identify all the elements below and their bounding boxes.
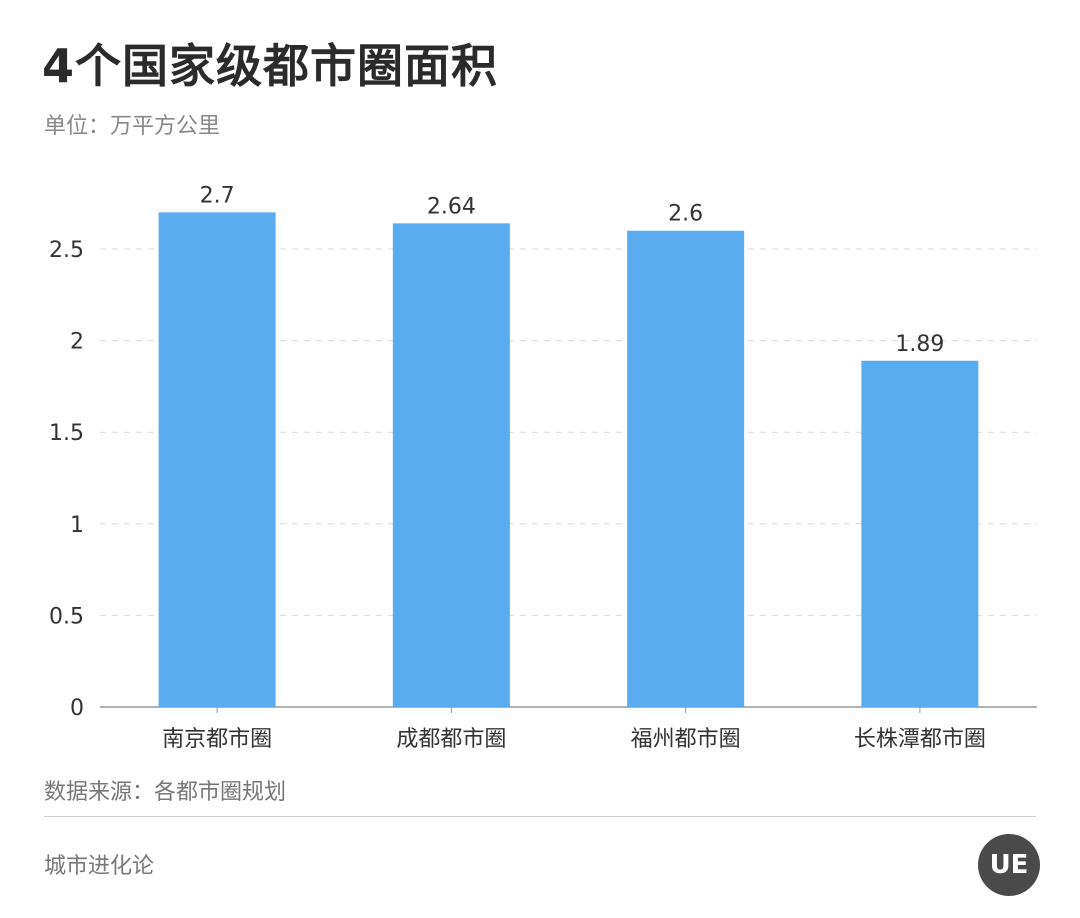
y-tick-label: 2.5 — [49, 238, 84, 263]
y-tick-label: 0.5 — [49, 604, 84, 629]
data-source: 数据来源：各都市圈规划 — [44, 780, 287, 805]
x-tick-label: 福州都市圈 — [631, 727, 741, 752]
chart-title: 4个国家级都市圈面积 — [42, 39, 499, 93]
bar — [392, 223, 510, 708]
y-tick-label: 1.5 — [49, 421, 84, 446]
bar — [158, 212, 276, 708]
y-tick-label: 2 — [70, 330, 84, 355]
unit-label: 单位：万平方公里 — [44, 114, 221, 139]
bar — [861, 360, 979, 707]
footer-divider — [44, 816, 1036, 817]
bar-value-label: 1.89 — [895, 332, 944, 357]
brand-name: 城市进化论 — [44, 854, 155, 879]
x-tick-label: 长株潭都市圈 — [854, 727, 986, 752]
x-tick-label: 成都都市圈 — [396, 727, 506, 752]
y-tick-label: 1 — [70, 513, 84, 538]
bar-value-label: 2.7 — [200, 183, 235, 208]
x-tick-label: 南京都市圈 — [162, 727, 272, 752]
bar-value-label: 2.64 — [427, 194, 476, 219]
bar-value-label: 2.6 — [668, 202, 703, 227]
brand-logo: UE — [978, 834, 1040, 896]
y-tick-label: 0 — [70, 696, 84, 721]
bar — [627, 230, 745, 707]
